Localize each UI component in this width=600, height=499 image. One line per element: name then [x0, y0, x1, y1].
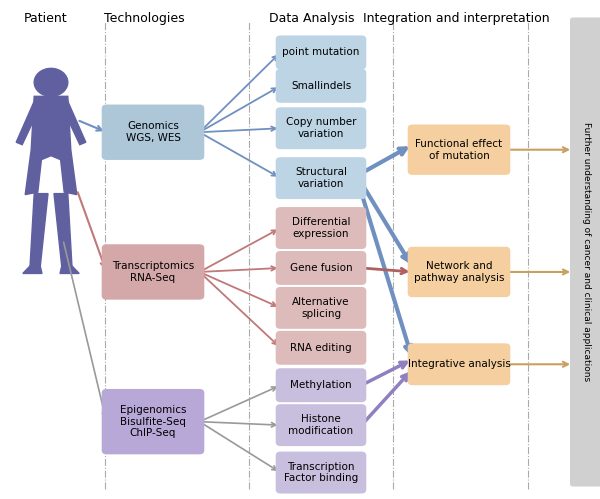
Polygon shape — [30, 194, 48, 267]
Text: Integrative analysis: Integrative analysis — [407, 359, 511, 369]
FancyBboxPatch shape — [276, 207, 366, 249]
FancyBboxPatch shape — [101, 105, 204, 160]
Polygon shape — [25, 96, 77, 195]
Text: Functional effect
of mutation: Functional effect of mutation — [415, 139, 503, 161]
Polygon shape — [62, 101, 86, 145]
FancyBboxPatch shape — [276, 107, 366, 149]
Text: Histone
modification: Histone modification — [289, 414, 353, 436]
Text: Differential
expression: Differential expression — [292, 217, 350, 239]
Text: Transcription
Factor binding: Transcription Factor binding — [284, 462, 358, 484]
Polygon shape — [16, 101, 40, 145]
FancyBboxPatch shape — [408, 125, 510, 175]
Text: Epigenomics
Bisulfite-Seq
ChIP-Seq: Epigenomics Bisulfite-Seq ChIP-Seq — [120, 405, 186, 438]
FancyBboxPatch shape — [276, 287, 366, 329]
FancyBboxPatch shape — [570, 17, 600, 487]
FancyBboxPatch shape — [408, 247, 510, 297]
Text: Data Analysis: Data Analysis — [269, 12, 355, 25]
Text: Integration and interpretation: Integration and interpretation — [362, 12, 550, 25]
Text: Genomics
WGS, WES: Genomics WGS, WES — [125, 121, 181, 143]
Text: Technologies: Technologies — [104, 12, 184, 25]
FancyBboxPatch shape — [101, 245, 204, 299]
Text: Structural
variation: Structural variation — [295, 167, 347, 189]
Text: Transcriptomics
RNA-Seq: Transcriptomics RNA-Seq — [112, 261, 194, 283]
Text: Network and
pathway analysis: Network and pathway analysis — [414, 261, 504, 283]
Polygon shape — [54, 194, 72, 267]
FancyBboxPatch shape — [101, 389, 204, 454]
FancyBboxPatch shape — [276, 404, 366, 446]
FancyBboxPatch shape — [276, 69, 366, 103]
FancyBboxPatch shape — [276, 157, 366, 199]
Text: Gene fusion: Gene fusion — [290, 263, 352, 273]
Text: Patient: Patient — [24, 12, 68, 25]
FancyBboxPatch shape — [276, 35, 366, 69]
Text: Copy number
variation: Copy number variation — [286, 117, 356, 139]
FancyBboxPatch shape — [276, 251, 366, 285]
Text: Smallindels: Smallindels — [291, 81, 351, 91]
Text: Methylation: Methylation — [290, 380, 352, 390]
Polygon shape — [60, 266, 79, 273]
FancyBboxPatch shape — [276, 331, 366, 365]
Text: RNA editing: RNA editing — [290, 343, 352, 353]
Text: Alternative
splicing: Alternative splicing — [292, 297, 350, 319]
Text: Further understanding of cancer and clinical applications: Further understanding of cancer and clin… — [582, 122, 591, 382]
Circle shape — [34, 68, 68, 96]
FancyBboxPatch shape — [276, 452, 366, 494]
Polygon shape — [23, 266, 42, 273]
FancyBboxPatch shape — [408, 343, 510, 385]
Text: point mutation: point mutation — [283, 47, 359, 57]
FancyBboxPatch shape — [276, 368, 366, 402]
